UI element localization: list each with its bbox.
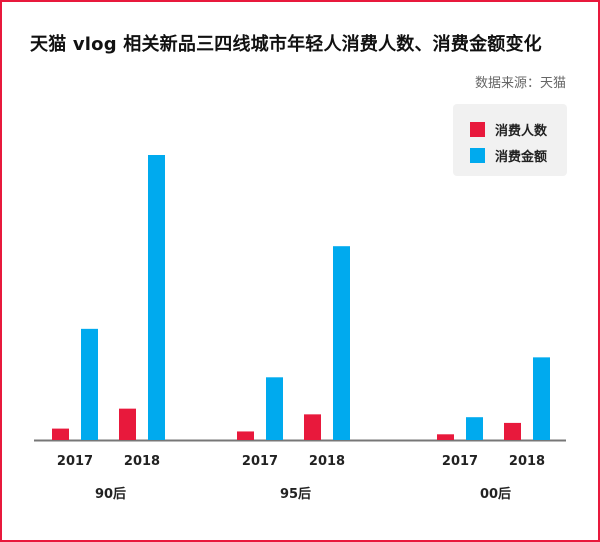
bar-amount-00后-2017	[466, 417, 483, 440]
x-tick-label-00后-2018: 2018	[509, 454, 545, 469]
bar-amount-00后-2018	[533, 357, 550, 440]
legend-swatch-amount	[470, 147, 485, 163]
group-label-95后: 95后	[280, 486, 311, 502]
x-tick-label-90后-2017: 2017	[57, 454, 93, 469]
bar-people-00后-2017	[437, 434, 454, 440]
legend-label-amount: 消费金额	[495, 149, 548, 165]
data-source: 数据来源：天猫	[474, 76, 566, 91]
legend: 消费人数 消费金额	[453, 104, 567, 176]
bar-people-95后-2017	[237, 431, 254, 440]
bar-people-00后-2018	[504, 422, 521, 440]
x-tick-label-00后-2017: 2017	[442, 454, 478, 469]
legend-item-amount: 消费金额	[470, 146, 548, 165]
x-tick-label-95后-2018: 2018	[309, 454, 345, 469]
chart-title: 天猫 vlog 相关新品三四线城市年轻人消费人数、消费金额变化	[30, 34, 542, 55]
group-label-90后: 90后	[95, 486, 126, 502]
group-label-00后: 00后	[480, 486, 511, 502]
legend-swatch-people	[470, 121, 485, 137]
x-tick-label-90后-2018: 2018	[124, 454, 160, 469]
bar-amount-90后-2018	[148, 155, 165, 440]
bar-amount-95后-2017	[266, 377, 283, 440]
bar-people-90后-2018	[119, 408, 136, 440]
legend-label-people: 消费人数	[495, 123, 548, 139]
legend-item-people: 消费人数	[470, 120, 548, 139]
bar-amount-90后-2017	[81, 328, 98, 440]
bar-people-90后-2017	[52, 428, 69, 440]
bar-amount-95后-2018	[333, 246, 350, 440]
x-tick-label-95后-2017: 2017	[242, 454, 278, 469]
bar-people-95后-2018	[304, 414, 321, 440]
